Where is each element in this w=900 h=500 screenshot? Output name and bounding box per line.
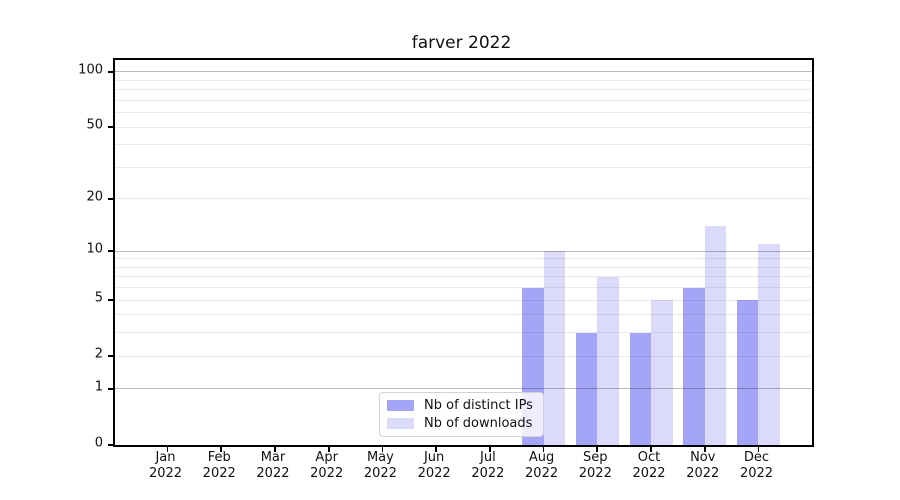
x-axis: Jan 2022 Feb 2022 Mar 2022 Apr 2022 May 2022… bbox=[113, 450, 810, 490]
y-axis-tick-label-5: 5 bbox=[94, 290, 103, 306]
x-tick-mar-2022 bbox=[274, 445, 276, 452]
bar-nb-of-downloads-oct-2022 bbox=[651, 300, 673, 445]
bar-nb-of-distinct-ips-nov-2022 bbox=[683, 287, 705, 445]
chart-title: farver 2022 bbox=[411, 33, 512, 53]
y-axis-tick-label-0: 0 bbox=[94, 435, 103, 451]
y-axis-tick-label-50: 50 bbox=[86, 117, 103, 133]
bar-nb-of-downloads-sep-2022 bbox=[597, 276, 619, 445]
x-tick-aug-2022 bbox=[542, 445, 545, 452]
y-tick-5 bbox=[108, 299, 115, 302]
y-tick-0 bbox=[108, 444, 115, 446]
y-axis: 0 1 2 5 10 20 50 100 bbox=[0, 58, 103, 450]
gridline-minor-20 bbox=[115, 198, 812, 200]
gridline-minor-70 bbox=[115, 99, 812, 101]
legend: Nb of distinct IPs Nb of downloads bbox=[379, 392, 544, 437]
gridline-major-100 bbox=[115, 71, 812, 73]
bar-nb-of-downloads-aug-2022 bbox=[543, 251, 566, 445]
legend-row-downloads: Nb of downloads bbox=[387, 416, 533, 431]
bar-nb-of-distinct-ips-dec-2022 bbox=[736, 300, 759, 445]
bar-nb-of-downloads-dec-2022 bbox=[758, 244, 780, 445]
x-axis-tick-label-oct-2022: Oct 2022 bbox=[632, 450, 666, 481]
x-axis-tick-label-may-2022: May 2022 bbox=[363, 450, 397, 481]
gridline-minor-30 bbox=[115, 166, 812, 168]
gridline-minor-60 bbox=[115, 112, 812, 114]
x-tick-jun-2022 bbox=[435, 445, 438, 452]
legend-row-distinct-ips: Nb of distinct IPs bbox=[387, 398, 533, 413]
x-tick-jan-2022 bbox=[166, 445, 169, 452]
x-axis-tick-label-feb-2022: Feb 2022 bbox=[202, 450, 236, 481]
bar-nb-of-distinct-ips-oct-2022 bbox=[629, 332, 652, 445]
x-tick-feb-2022 bbox=[220, 445, 223, 452]
x-tick-sep-2022 bbox=[596, 445, 599, 452]
x-tick-may-2022 bbox=[381, 445, 384, 452]
bar-nb-of-distinct-ips-sep-2022 bbox=[575, 332, 598, 445]
gridline-minor-40 bbox=[115, 144, 812, 146]
legend-label-distinct-ips: Nb of distinct IPs bbox=[424, 398, 533, 413]
y-axis-tick-label-1: 1 bbox=[94, 379, 103, 395]
x-tick-oct-2022 bbox=[650, 445, 652, 452]
y-tick-20 bbox=[108, 197, 115, 200]
x-axis-tick-label-dec-2022: Dec 2022 bbox=[739, 450, 774, 481]
y-axis-tick-label-100: 100 bbox=[78, 62, 103, 78]
y-tick-2 bbox=[108, 355, 115, 358]
y-tick-10 bbox=[108, 250, 115, 253]
gridline-minor-80 bbox=[115, 89, 812, 91]
legend-swatch-distinct-ips-icon bbox=[387, 400, 414, 411]
x-axis-tick-label-jan-2022: Jan 2022 bbox=[148, 450, 183, 481]
x-tick-nov-2022 bbox=[703, 445, 706, 452]
legend-swatch-downloads-icon bbox=[387, 418, 414, 429]
x-tick-apr-2022 bbox=[327, 445, 330, 452]
plot-area bbox=[108, 58, 814, 452]
y-axis-tick-label-10: 10 bbox=[86, 241, 103, 257]
y-tick-100 bbox=[108, 71, 115, 73]
bar-nb-of-downloads-nov-2022 bbox=[704, 226, 727, 445]
y-axis-tick-label-2: 2 bbox=[94, 346, 103, 362]
gridline-minor-50 bbox=[115, 126, 812, 128]
x-tick-dec-2022 bbox=[757, 445, 760, 452]
gridline-minor-90 bbox=[115, 79, 812, 81]
x-axis-tick-label-aug-2022: Aug 2022 bbox=[525, 450, 559, 481]
y-axis-tick-label-20: 20 bbox=[86, 189, 103, 205]
x-axis-tick-label-mar-2022: Mar 2022 bbox=[256, 450, 290, 481]
x-axis-tick-label-jul-2022: Jul 2022 bbox=[471, 450, 505, 481]
legend-label-downloads: Nb of downloads bbox=[424, 416, 533, 431]
x-axis-tick-label-apr-2022: Apr 2022 bbox=[310, 450, 344, 481]
y-tick-1 bbox=[108, 388, 115, 390]
x-axis-tick-label-sep-2022: Sep 2022 bbox=[578, 450, 612, 481]
x-tick-jul-2022 bbox=[488, 445, 491, 452]
x-axis-tick-label-nov-2022: Nov 2022 bbox=[686, 450, 720, 481]
y-tick-50 bbox=[108, 126, 115, 129]
x-axis-tick-label-jun-2022: Jun 2022 bbox=[417, 450, 451, 481]
